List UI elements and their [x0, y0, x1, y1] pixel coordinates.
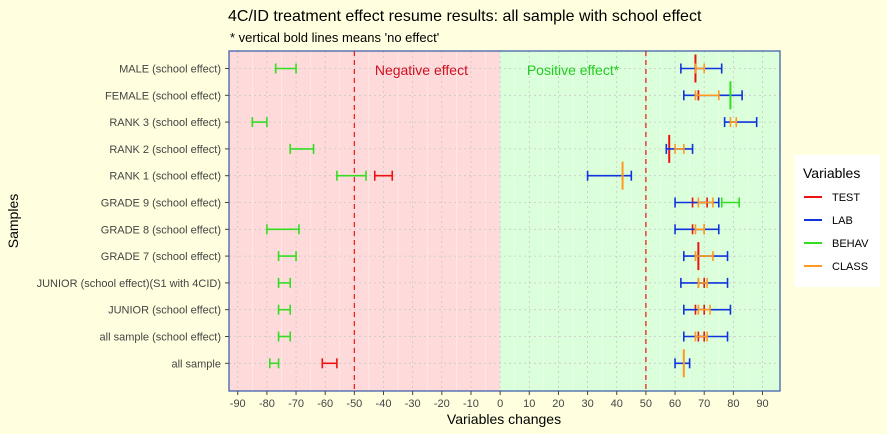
- y-tick-label: GRADE 7 (school effect): [101, 251, 221, 263]
- errorbar-class: [697, 277, 708, 288]
- errorbar-test: [373, 170, 394, 181]
- chart-title: 4C/ID treatment effect resume results: a…: [228, 8, 702, 25]
- x-tick-label: -10: [463, 398, 479, 410]
- y-axis-title: Samples: [5, 194, 21, 248]
- x-tick-label: 20: [552, 398, 564, 410]
- y-tick-label: RANK 3 (school effect): [109, 117, 221, 129]
- x-tick-label: 50: [640, 398, 652, 410]
- errorbar-class: [694, 331, 708, 342]
- x-tick-label: -30: [405, 398, 421, 410]
- errorbar-class: [697, 197, 714, 208]
- errorbar-class: [729, 117, 738, 128]
- y-tick-label: JUNIOR (school effect)(S1 with 4CID): [37, 278, 221, 290]
- region-1: [500, 51, 780, 391]
- x-tick-label: 30: [581, 398, 593, 410]
- errorbar-lab: [586, 170, 633, 181]
- legend-label-test: TEST: [832, 192, 860, 204]
- x-tick-label: -60: [317, 398, 333, 410]
- errorbar-class: [694, 90, 720, 101]
- errorbar-behav: [277, 277, 292, 288]
- y-tick-label: FEMALE (school effect): [105, 90, 221, 102]
- errorbar-lab: [674, 358, 691, 369]
- x-tick-label: 90: [756, 398, 768, 410]
- errorbar-test: [321, 358, 338, 369]
- x-tick-label: 10: [523, 398, 535, 410]
- legend-label-lab: LAB: [832, 215, 853, 227]
- y-tick-label: JUNIOR (school effect): [108, 305, 221, 317]
- errorbar-behav: [266, 224, 300, 235]
- x-axis-title: Variables changes: [447, 411, 561, 427]
- x-tick-label: 70: [698, 398, 710, 410]
- chart-subtitle: * vertical bold lines means 'no effect': [230, 30, 439, 45]
- errorbar-class: [694, 224, 706, 235]
- errorbar-behav: [277, 251, 297, 262]
- region-label-negative: Negative effect: [375, 62, 468, 78]
- legend: Variables TEST LAB BEHAV CLASS: [795, 155, 880, 287]
- region-label-positive: Positive effect*: [527, 62, 620, 78]
- errorbar-class: [697, 304, 711, 315]
- legend-label-class: CLASS: [832, 261, 868, 273]
- errorbar-behav: [277, 304, 292, 315]
- errorbar-behav: [289, 143, 315, 154]
- errorbar-behav: [336, 170, 367, 181]
- errorbar-class: [694, 63, 706, 74]
- x-axis-tick-labels: -90 -80 -70 -60 -50 -40 -30 -20 -10 0 10 20 30 40 50 60…: [230, 391, 769, 410]
- region-0: [229, 51, 501, 391]
- y-tick-label: RANK 2 (school effect): [109, 144, 221, 156]
- x-tick-label: -80: [259, 398, 275, 410]
- y-tick-label: all sample: [171, 358, 221, 370]
- y-tick-label: all sample (school effect): [100, 332, 221, 344]
- legend-title: Variables: [803, 165, 860, 181]
- x-tick-label: 80: [727, 398, 739, 410]
- errorbar-class: [694, 251, 714, 262]
- x-tick-label: -40: [376, 398, 392, 410]
- x-tick-label: 0: [497, 398, 503, 410]
- x-tick-label: -70: [288, 398, 304, 410]
- y-axis-tick-labels: MALE (school effect) FEMALE (school effec…: [37, 64, 229, 370]
- errorbar-behav: [251, 117, 268, 128]
- x-tick-label: -20: [434, 398, 450, 410]
- legend-label-behav: BEHAV: [832, 238, 869, 250]
- y-tick-label: GRADE 8 (school effect): [101, 224, 221, 236]
- x-tick-label: 40: [611, 398, 623, 410]
- plot-panel: Negative effect Positive effect*: [228, 50, 781, 392]
- errorbar-behav: [269, 358, 280, 369]
- y-tick-label: GRADE 9 (school effect): [101, 198, 221, 210]
- errorbar-behav: [277, 331, 292, 342]
- errorbar-class: [674, 143, 685, 154]
- y-tick-label: MALE (school effect): [119, 64, 221, 76]
- errorbar-behav: [720, 197, 740, 208]
- errorbar-behav: [274, 63, 297, 74]
- x-tick-label: 60: [669, 398, 681, 410]
- x-tick-label: -50: [346, 398, 362, 410]
- x-tick-label: -90: [230, 398, 246, 410]
- panel-border: [228, 50, 781, 392]
- y-tick-label: RANK 1 (school effect): [109, 171, 221, 183]
